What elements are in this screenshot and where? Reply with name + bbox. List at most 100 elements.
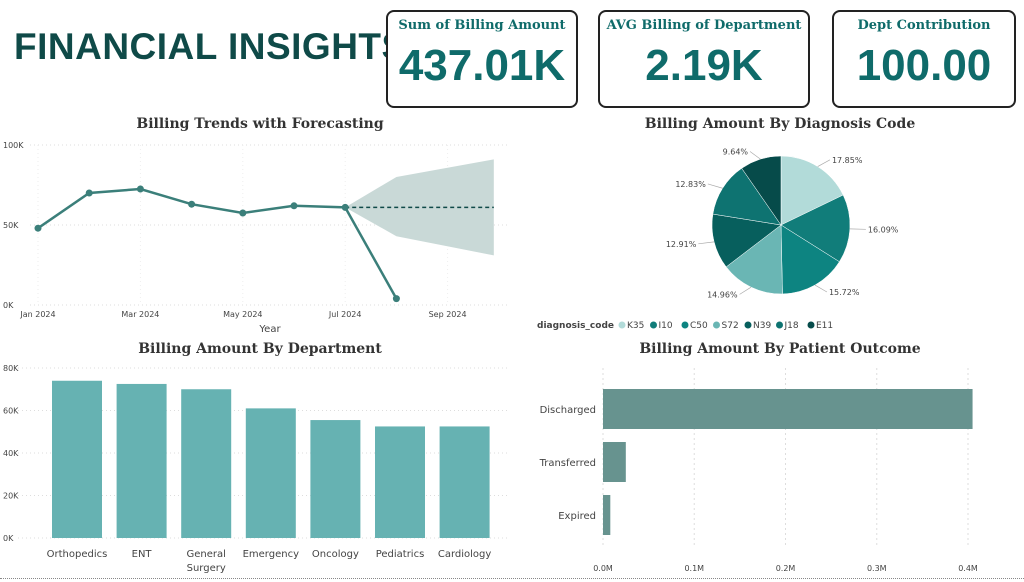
pie-leader-line xyxy=(698,241,715,245)
pie-data-label: 17.85% xyxy=(832,156,863,165)
data-point xyxy=(136,185,144,193)
bar-general-surgery xyxy=(181,389,232,538)
y-tick-label: 50K xyxy=(3,221,19,230)
bar-ent xyxy=(116,383,167,538)
legend-marker-j18 xyxy=(776,321,783,329)
bar-transferred xyxy=(603,442,626,482)
pie-leader-line xyxy=(817,159,831,167)
kpi-card-dept-contribution: Dept Contribution 100.00 xyxy=(832,10,1016,108)
pie-slice-i10 xyxy=(780,194,851,263)
x-tick-label: ENT xyxy=(132,549,153,560)
data-point xyxy=(85,189,93,197)
pie-leader-line xyxy=(707,183,723,189)
bar-expired xyxy=(603,495,611,535)
pie-slice-j18 xyxy=(712,167,782,226)
y-tick-label: Transferred xyxy=(539,458,596,469)
x-tick-label: Orthopedics xyxy=(47,549,108,560)
legend-label: C50 xyxy=(690,321,708,331)
kpi-label: AVG Billing of Department xyxy=(606,18,802,33)
bar-emergency xyxy=(245,408,296,538)
x-tick-label: 0.2M xyxy=(776,564,796,573)
x-tick-label: Surgery xyxy=(187,563,226,574)
pie-data-label: 12.91% xyxy=(666,240,697,249)
pie-data-label: 9.64% xyxy=(723,148,749,157)
legend-label: N39 xyxy=(753,321,771,331)
data-point xyxy=(341,203,349,211)
legend-marker-k35 xyxy=(618,321,626,329)
kpi-label: Dept Contribution xyxy=(857,18,991,33)
legend-marker-i10 xyxy=(650,321,657,329)
department-chart-title: Billing Amount By Department xyxy=(138,341,382,357)
pie-slice-n39 xyxy=(711,213,782,268)
x-tick-label: 0.3M xyxy=(867,564,887,573)
x-axis-label: Year xyxy=(258,324,281,335)
legend-marker-s72 xyxy=(713,321,720,329)
x-tick-label: 0.1M xyxy=(684,564,704,573)
x-tick-label: Sep 2024 xyxy=(429,310,467,319)
x-tick-label: Emergency xyxy=(243,549,299,560)
y-tick-label: 80K xyxy=(3,364,19,373)
kpi-value: 437.01K xyxy=(398,41,566,90)
kpi-label: Sum of Billing Amount xyxy=(398,18,566,33)
bar-oncology xyxy=(310,420,361,538)
bar-orthopedics xyxy=(52,380,102,538)
legend-label: K35 xyxy=(627,321,644,331)
y-tick-label: 0K xyxy=(3,534,14,543)
x-tick-label: Mar 2024 xyxy=(121,310,159,319)
legend-marker-n39 xyxy=(744,321,752,329)
kpi-value: 2.19K xyxy=(645,41,763,90)
pie-leader-line xyxy=(749,151,761,160)
legend-marker-e11 xyxy=(807,321,815,329)
pie-data-label: 14.96% xyxy=(707,290,738,299)
kpi-value: 100.00 xyxy=(856,41,992,90)
divider xyxy=(0,578,1024,579)
data-point xyxy=(239,209,247,217)
legend-label: E11 xyxy=(816,321,833,331)
y-tick-label: 0K xyxy=(3,301,14,310)
data-point xyxy=(34,224,42,232)
x-tick-label: 0.4M xyxy=(958,564,978,573)
pie-leader-line xyxy=(814,284,828,293)
kpi-card-sum-billing: Sum of Billing Amount 437.01K xyxy=(386,10,578,108)
legend-marker-c50 xyxy=(681,321,689,329)
y-tick-label: Expired xyxy=(558,511,596,522)
data-point xyxy=(392,295,400,303)
x-tick-label: Pediatrics xyxy=(376,549,425,560)
y-tick-label: 40K xyxy=(3,449,19,458)
pie-data-label: 16.09% xyxy=(868,225,899,234)
x-tick-label: Jul 2024 xyxy=(328,310,362,319)
pie-data-label: 15.72% xyxy=(829,288,860,297)
pie-data-label: 12.83% xyxy=(675,180,706,189)
x-tick-label: General xyxy=(186,549,225,560)
bar-discharged xyxy=(603,389,973,429)
data-point xyxy=(188,200,196,208)
kpi-card-avg-billing: AVG Billing of Department 2.19K xyxy=(598,10,810,108)
bar-pediatrics xyxy=(375,426,425,538)
x-tick-label: Jan 2024 xyxy=(19,310,55,319)
x-tick-label: Cardiology xyxy=(438,549,492,560)
legend-label: S72 xyxy=(722,321,739,331)
billing-trend-line xyxy=(37,187,398,300)
y-tick-label: 60K xyxy=(3,407,19,416)
y-tick-label: Discharged xyxy=(540,405,596,416)
legend-label: J18 xyxy=(784,321,799,331)
line-chart-title: Billing Trends with Forecasting xyxy=(136,116,384,132)
y-tick-label: 100K xyxy=(3,141,24,150)
pie-leader-line xyxy=(739,286,752,295)
forecast-confidence-band xyxy=(345,159,494,256)
y-tick-label: 20K xyxy=(3,492,19,501)
x-tick-label: Oncology xyxy=(312,549,359,560)
pie-chart-title: Billing Amount By Diagnosis Code xyxy=(644,116,916,132)
pie-slice-e11 xyxy=(741,155,782,226)
legend-title: diagnosis_code xyxy=(537,321,614,331)
outcome-chart-title: Billing Amount By Patient Outcome xyxy=(639,341,921,357)
data-point xyxy=(290,202,298,210)
x-tick-label: May 2024 xyxy=(223,310,262,319)
x-tick-label: 0.0M xyxy=(593,564,613,573)
pie-slice-k35 xyxy=(780,155,844,226)
page-title: FINANCIAL INSIGHTS xyxy=(14,26,407,67)
bar-cardiology xyxy=(439,426,490,538)
pie-slice-s72 xyxy=(725,224,783,295)
legend-label: I10 xyxy=(659,321,673,331)
